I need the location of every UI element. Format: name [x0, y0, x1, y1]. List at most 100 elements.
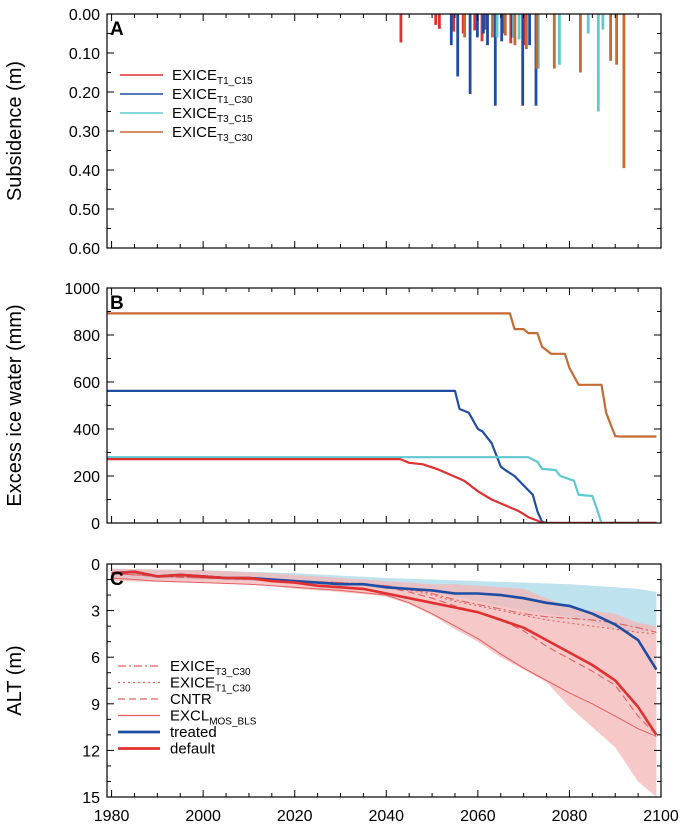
legend-entry-sub: T3_C30: [215, 667, 251, 678]
panel-b: 0 200 400 600 800 1000 Excess ice water (mm) B: [4, 281, 662, 533]
ytick-label: 400: [73, 422, 100, 439]
bar-exice-t1-c30-1: [456, 14, 460, 77]
xtick-label: 2080: [552, 808, 588, 825]
bar-exice-t1-c30-2: [468, 14, 472, 94]
y-axis-label-c: ALT (m): [4, 645, 26, 715]
bar-exice-t3-c15-4: [558, 14, 561, 65]
bar-exice-t1-c30-0: [449, 14, 453, 46]
legend-entry: CNTR: [170, 691, 212, 708]
line-exice-t1-c15: [107, 458, 657, 523]
ytick-label: 0: [91, 557, 100, 574]
bar-exice-t3-c30-3: [513, 14, 517, 46]
bar-exice-t1-c15-4: [461, 14, 465, 34]
legend-entry-base: EXICE: [172, 124, 217, 141]
legend-entry: EXICET3_C30: [172, 124, 253, 144]
xtick-label: 2000: [185, 808, 221, 825]
bar-exice-t3-c30-4: [525, 14, 528, 50]
bar-exice-t3-c30-0: [463, 14, 466, 38]
line-exice-t1-c30: [107, 389, 657, 523]
line-exice-t3-c30: [107, 312, 657, 438]
legend-entry-base: CNTR: [170, 691, 212, 708]
bar-exice-t3-c15-3: [536, 14, 540, 69]
panel-label-b: B: [110, 293, 124, 314]
line-default: [111, 570, 658, 736]
ytick-label: 0.20: [69, 85, 100, 102]
bar-exice-t1-c15-0: [399, 14, 403, 43]
ytick-label: 1000: [64, 281, 100, 298]
ytick-label: 12: [82, 743, 100, 760]
panel-label-a: A: [110, 19, 124, 40]
ytick-label: 0.50: [69, 202, 100, 219]
legend-entry-sub: T1_C30: [215, 684, 251, 695]
legend-entry: EXICET3_C15: [172, 105, 253, 125]
legend-entry-sub: T3_C15: [217, 114, 253, 125]
bar-exice-t1-c15-7: [483, 14, 487, 30]
plot-area-a: [399, 14, 626, 169]
legend-entry: EXICET1_C30: [172, 86, 253, 106]
legend-entry-base: EXICE: [170, 658, 215, 675]
bar-exice-t1-c30-3: [476, 14, 479, 38]
legend-entry: EXICET1_C30: [170, 675, 251, 695]
xtick-label: 2060: [460, 808, 496, 825]
ytick-label: 6: [91, 650, 100, 667]
line-excl-mos-bls: [111, 577, 657, 737]
bar-exice-t1-c30-7: [500, 14, 504, 42]
legend-entry: EXICET1_C15: [172, 67, 253, 87]
bar-exice-t1-c30-5: [486, 14, 489, 46]
line-cntr: [111, 572, 657, 736]
ytick-label: 9: [91, 697, 100, 714]
bar-exice-t3-c15-0: [495, 14, 499, 38]
legend-entry-base: default: [170, 741, 216, 758]
bar-exice-t3-c30-8: [609, 14, 612, 61]
legend-entry-sub: T1_C30: [217, 95, 253, 106]
xtick-label: 2020: [277, 808, 313, 825]
bar-exice-t3-c30-1: [491, 14, 494, 38]
panel-a: 0.00 0.10 0.20 0.30 0.40 0.50 0.60 Subsidence (…: [4, 7, 662, 258]
plot-area-b: [107, 312, 657, 523]
bar-exice-t3-c30-7: [579, 14, 582, 73]
bar-exice-t1-c30-9: [521, 14, 525, 106]
ytick-label: 200: [73, 469, 100, 486]
ytick-label: 0.10: [69, 46, 100, 63]
treated-range-band: [111, 568, 657, 633]
legend-entry: EXICET3_C30: [170, 658, 251, 678]
bar-exice-t3-c30-5: [535, 14, 539, 69]
bar-exice-t3-c15-2: [517, 14, 521, 40]
plot-area-c: [111, 568, 658, 797]
ytick-label: 800: [73, 328, 100, 345]
bar-exice-t1-c30-6: [493, 14, 497, 106]
legend-entry-base: treated: [170, 724, 217, 741]
y-axis-label-b: Excess ice water (mm): [4, 304, 26, 506]
ytick-label: 0.30: [69, 124, 100, 141]
xtick-label: 1980: [94, 808, 130, 825]
line-exice-t1-c30: [111, 572, 657, 635]
legend-entry: default: [170, 741, 216, 758]
frame-b: [106, 287, 662, 524]
bar-exice-t3-c15-5: [586, 14, 590, 34]
xtick-label: 2100: [643, 808, 679, 825]
xtick-label: 2040: [368, 808, 404, 825]
legend-entry-base: EXCL: [170, 708, 209, 725]
bar-exice-t3-c30-10: [622, 14, 626, 169]
ytick-label: 15: [82, 790, 100, 807]
panel-label-c: C: [110, 569, 124, 590]
legend-entry: EXCLMOS_BLS: [170, 708, 257, 728]
legend-entry-base: EXICE: [172, 105, 217, 122]
ytick-label: 3: [91, 604, 100, 621]
bar-exice-t1-c30-10: [528, 14, 531, 46]
bar-exice-t1-c30-4: [482, 14, 485, 34]
ytick-label: 0.40: [69, 163, 100, 180]
ytick-label: 0.00: [69, 7, 100, 24]
line-exice-t3-c15: [107, 456, 657, 523]
ytick-label: 600: [73, 375, 100, 392]
legend-entry: treated: [170, 724, 217, 741]
bar-exice-t3-c30-9: [615, 14, 618, 65]
line-exice-t3-c30: [111, 572, 657, 633]
bar-exice-t3-c30-2: [503, 14, 507, 36]
panel-c: 0 3 6 9 12 15 ALT (m) C 1980 2000 2020 2040 2060 2080…: [4, 557, 679, 825]
legend-entry-base: EXICE: [170, 675, 215, 692]
ytick-label: 0.60: [69, 241, 100, 258]
legend-entry-base: EXICE: [172, 67, 217, 84]
legend-entry-sub: T3_C30: [217, 133, 253, 144]
